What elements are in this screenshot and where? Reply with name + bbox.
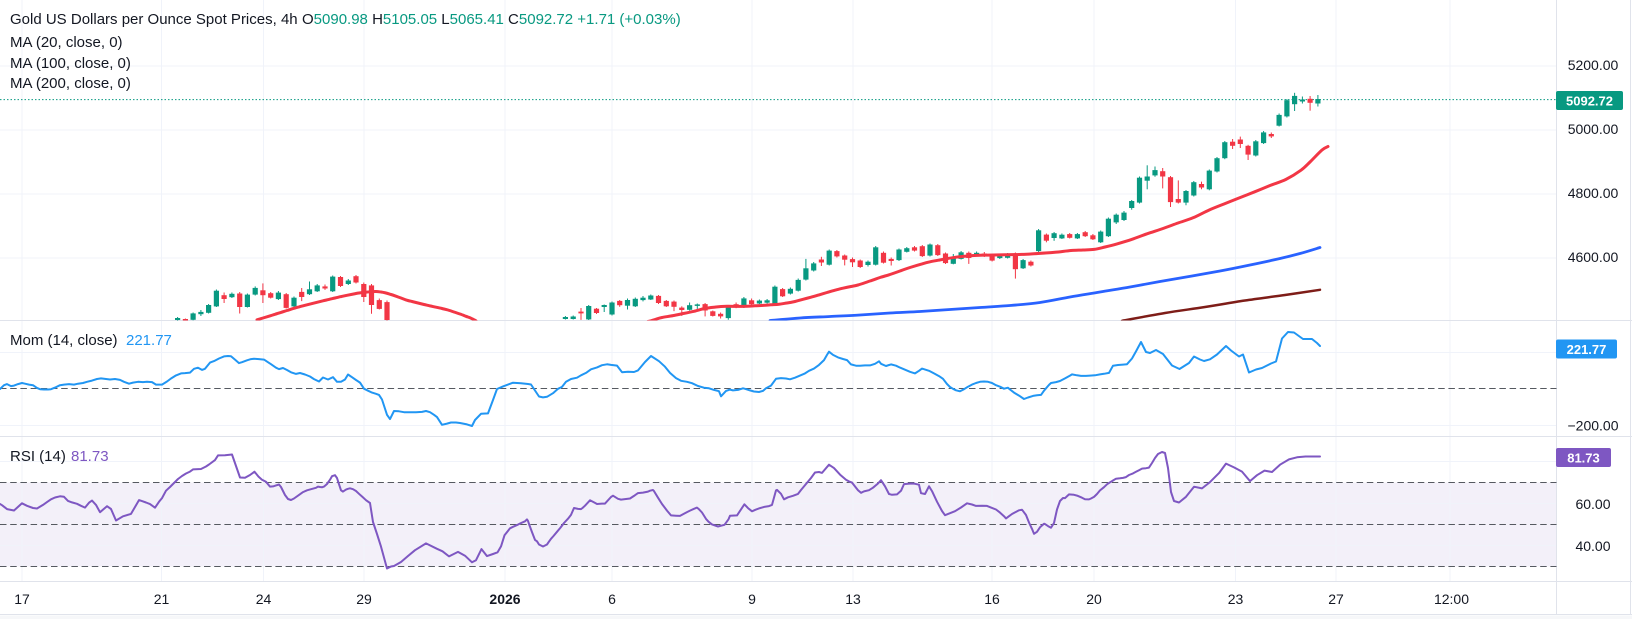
svg-text:Mom (14, close): Mom (14, close) [10, 332, 118, 349]
svg-text:21: 21 [154, 591, 170, 607]
svg-text:12:00: 12:00 [1434, 591, 1469, 607]
svg-text:9: 9 [748, 591, 756, 607]
svg-text:221.77: 221.77 [1567, 342, 1607, 357]
svg-text:221.77: 221.77 [126, 332, 172, 349]
svg-text:2026: 2026 [489, 591, 520, 607]
svg-text:24: 24 [256, 591, 272, 607]
svg-text:16: 16 [984, 591, 1000, 607]
svg-text:13: 13 [845, 591, 861, 607]
svg-text:O5090.98 H5105.05 L5065.41 C50: O5090.98 H5105.05 L5065.41 C5092.72 +1.7… [302, 11, 681, 28]
svg-text:MA (100, close, 0): MA (100, close, 0) [10, 55, 131, 72]
svg-text:60.00: 60.00 [1575, 496, 1610, 512]
svg-text:5200.00: 5200.00 [1568, 57, 1619, 73]
svg-text:5000.00: 5000.00 [1568, 121, 1619, 137]
svg-text:4800.00: 4800.00 [1568, 185, 1619, 201]
svg-text:5092.72: 5092.72 [1566, 93, 1613, 108]
svg-text:23: 23 [1228, 591, 1244, 607]
svg-text:17: 17 [14, 591, 30, 607]
svg-text:81.73: 81.73 [1567, 450, 1600, 465]
svg-text:RSI (14): RSI (14) [10, 448, 66, 465]
svg-text:27: 27 [1328, 591, 1344, 607]
svg-text:81.73: 81.73 [71, 448, 109, 465]
svg-text:29: 29 [356, 591, 372, 607]
svg-text:4600.00: 4600.00 [1568, 249, 1619, 265]
svg-text:MA (20, close, 0): MA (20, close, 0) [10, 34, 123, 51]
svg-text:40.00: 40.00 [1575, 538, 1610, 554]
svg-text:6: 6 [608, 591, 616, 607]
svg-text:20: 20 [1086, 591, 1102, 607]
svg-text:−200.00: −200.00 [1568, 417, 1619, 433]
svg-text:Gold US Dollars per Ounce Spot: Gold US Dollars per Ounce Spot Prices, 4… [10, 11, 298, 28]
svg-text:MA (200, close, 0): MA (200, close, 0) [10, 75, 131, 92]
